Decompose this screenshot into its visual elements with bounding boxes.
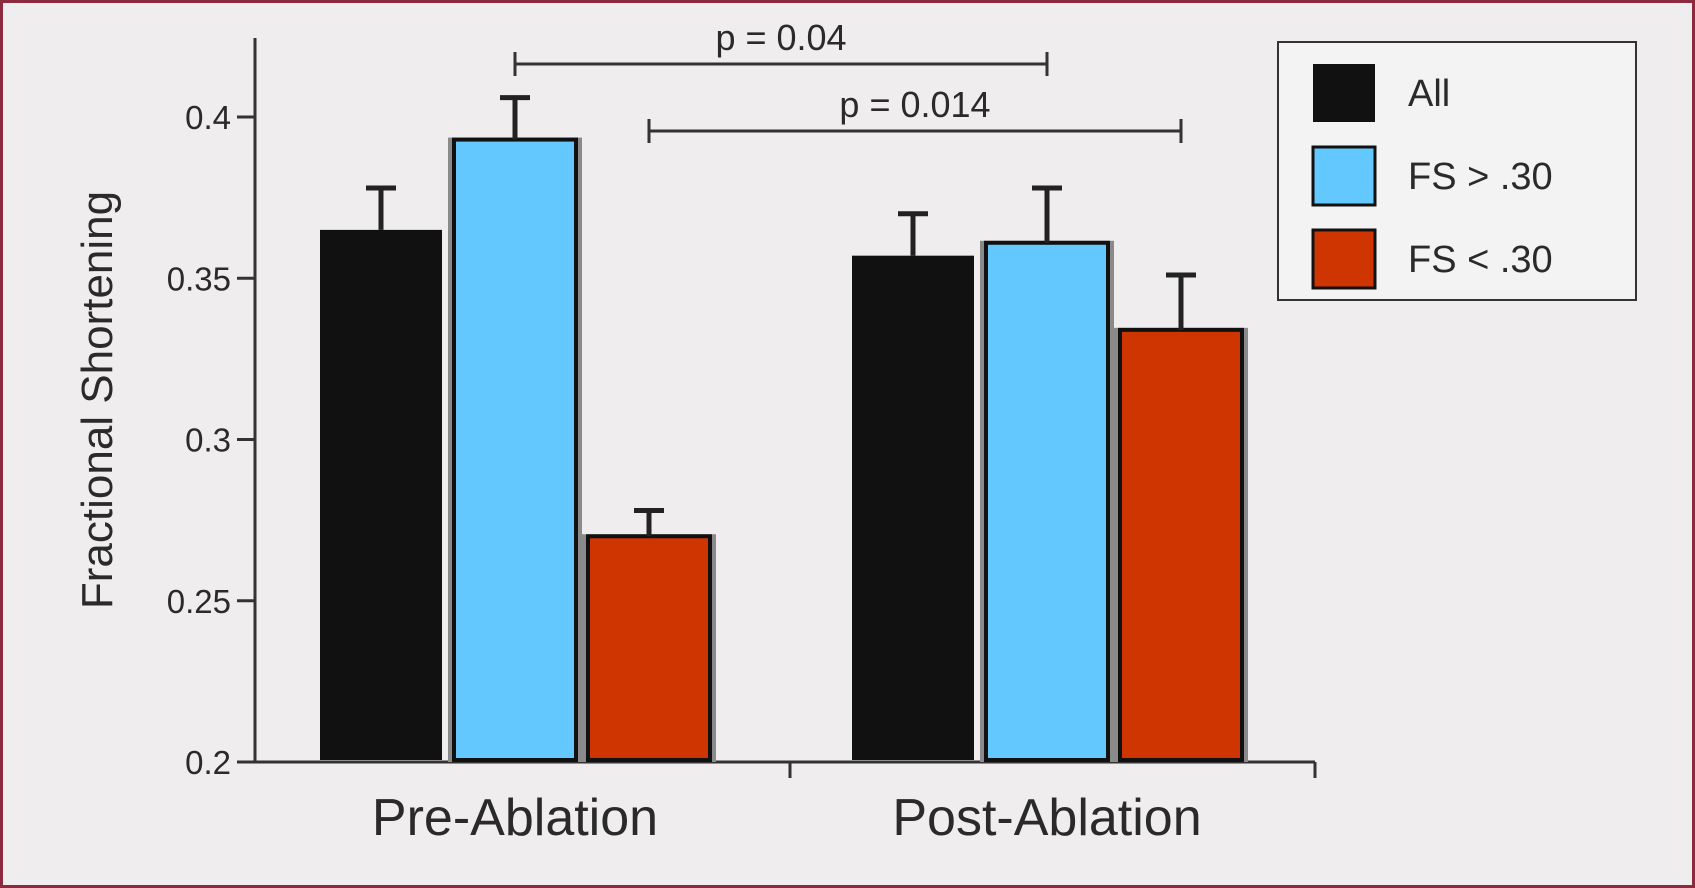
- bar: [320, 229, 442, 760]
- p-value-label: p = 0.04: [715, 17, 846, 58]
- legend-swatch: [1311, 228, 1377, 290]
- legend-label: FS > .30: [1408, 156, 1553, 198]
- legend-swatch: [1313, 64, 1375, 122]
- bar: [1118, 327, 1244, 762]
- legend-label: All: [1408, 73, 1450, 115]
- y-axis-title: Fractional Shortening: [73, 191, 122, 609]
- y-tick-label: 0.4: [185, 99, 231, 136]
- y-tick-label: 0.3: [185, 422, 231, 459]
- x-category-label: Post-Ablation: [892, 789, 1201, 847]
- x-category-label: Pre-Ablation: [372, 789, 658, 847]
- y-tick-label: 0.25: [167, 583, 231, 620]
- legend-label: FS < .30: [1408, 239, 1553, 281]
- legend-swatch: [1311, 145, 1377, 207]
- bar: [586, 534, 712, 762]
- y-tick-label: 0.2: [185, 744, 231, 781]
- bar: [852, 255, 974, 761]
- bar: [452, 137, 578, 762]
- y-tick-label: 0.35: [167, 260, 231, 297]
- bar: [984, 240, 1110, 762]
- p-value-label: p = 0.014: [839, 84, 990, 125]
